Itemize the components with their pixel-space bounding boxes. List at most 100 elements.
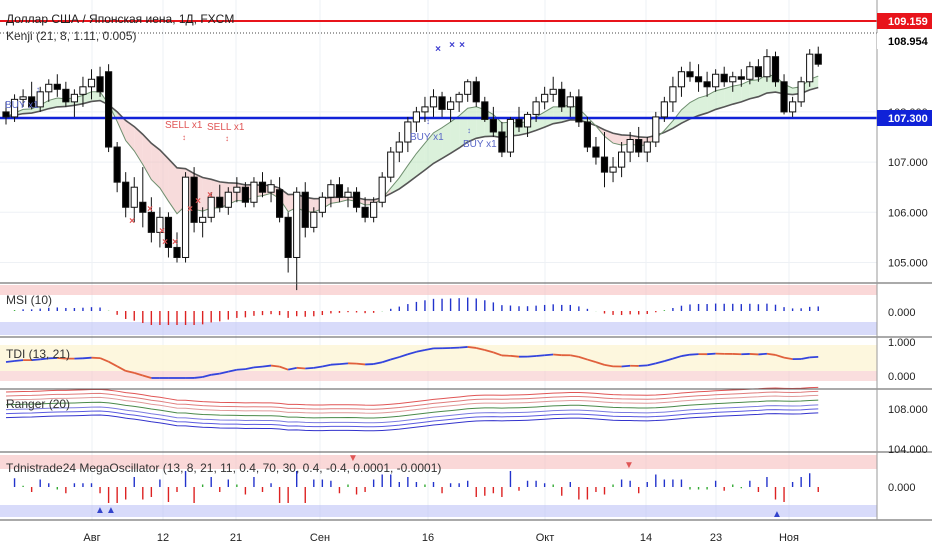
candle[interactable] [88, 79, 94, 87]
sell-cross-marker: × [159, 226, 165, 237]
candle[interactable] [114, 147, 120, 182]
candle[interactable] [670, 87, 676, 102]
candle[interactable] [285, 217, 291, 257]
signal-label: SELL x1 [207, 122, 245, 133]
candle[interactable] [567, 97, 573, 107]
candle[interactable] [123, 182, 129, 207]
candle[interactable] [106, 72, 112, 147]
candle[interactable] [422, 107, 428, 112]
candle[interactable] [738, 77, 744, 80]
candle[interactable] [524, 114, 530, 127]
candle[interactable] [362, 207, 368, 217]
candle[interactable] [379, 177, 385, 202]
candle[interactable] [430, 97, 436, 107]
candle[interactable] [439, 97, 445, 110]
candle[interactable] [601, 157, 607, 172]
candle[interactable] [371, 202, 377, 217]
tdi-line-segment [750, 354, 759, 355]
candle[interactable] [353, 192, 359, 207]
candle[interactable] [259, 182, 265, 192]
candle[interactable] [251, 182, 257, 202]
candle[interactable] [781, 82, 787, 112]
ranger-panel[interactable] [0, 390, 932, 452]
candle[interactable] [584, 122, 590, 147]
candle[interactable] [730, 77, 736, 82]
candle[interactable] [268, 185, 274, 193]
candle[interactable] [704, 82, 710, 87]
candle[interactable] [747, 67, 753, 80]
candle[interactable] [559, 89, 565, 107]
time-tick-label: 23 [710, 532, 722, 544]
candle[interactable] [482, 102, 488, 120]
candle[interactable] [695, 77, 701, 82]
candle[interactable] [627, 140, 633, 153]
candle[interactable] [490, 119, 496, 132]
candle[interactable] [790, 102, 796, 112]
candle[interactable] [661, 102, 667, 117]
candle[interactable] [277, 190, 283, 218]
candle[interactable] [242, 187, 248, 202]
candle[interactable] [473, 82, 479, 102]
candle[interactable] [63, 89, 69, 102]
candle[interactable] [721, 74, 727, 82]
candle[interactable] [542, 94, 548, 102]
time-tick-label: Авг [83, 532, 100, 544]
candle[interactable] [148, 212, 154, 232]
candle[interactable] [755, 67, 761, 77]
sell-cross-marker: × [172, 237, 178, 248]
time-tick-label: Сен [310, 532, 330, 544]
candle[interactable] [46, 84, 52, 92]
tdi-line-segment [639, 365, 648, 366]
candle[interactable] [456, 94, 462, 102]
candle[interactable] [200, 217, 206, 222]
candle[interactable] [396, 142, 402, 152]
candle[interactable] [3, 112, 9, 117]
candle[interactable] [499, 132, 505, 152]
candle[interactable] [413, 112, 419, 122]
candle[interactable] [225, 192, 231, 207]
candle[interactable] [772, 57, 778, 82]
candle[interactable] [80, 87, 86, 95]
candle[interactable] [20, 97, 26, 100]
candle[interactable] [516, 119, 522, 127]
candle[interactable] [593, 147, 599, 157]
candle[interactable] [311, 212, 317, 227]
candle[interactable] [336, 185, 342, 198]
candle[interactable] [71, 94, 77, 102]
candle[interactable] [319, 197, 325, 212]
candle[interactable] [182, 177, 188, 257]
candle[interactable] [653, 117, 659, 142]
candle[interactable] [678, 72, 684, 87]
candle[interactable] [533, 102, 539, 115]
candle[interactable] [140, 202, 146, 212]
candle[interactable] [97, 77, 103, 92]
candle[interactable] [713, 74, 719, 87]
candle[interactable] [610, 167, 616, 172]
candle[interactable] [807, 54, 813, 82]
candle[interactable] [54, 84, 60, 89]
candle[interactable] [619, 152, 625, 167]
candle[interactable] [234, 187, 240, 192]
candle[interactable] [507, 119, 513, 152]
candle[interactable] [131, 187, 137, 207]
candle[interactable] [687, 72, 693, 77]
candle[interactable] [636, 140, 642, 153]
candle[interactable] [174, 247, 180, 257]
candle[interactable] [302, 192, 308, 227]
tdi-line-segment [468, 347, 477, 348]
candle[interactable] [815, 54, 821, 64]
candle[interactable] [217, 197, 223, 207]
candle[interactable] [465, 82, 471, 95]
candle[interactable] [388, 152, 394, 177]
candle[interactable] [764, 57, 770, 77]
candle[interactable] [448, 102, 454, 110]
candle[interactable] [798, 82, 804, 102]
candle[interactable] [294, 192, 300, 257]
candle[interactable] [576, 97, 582, 122]
candle[interactable] [550, 89, 556, 94]
candle[interactable] [345, 192, 351, 197]
candle[interactable] [644, 142, 650, 152]
candle[interactable] [328, 185, 334, 198]
